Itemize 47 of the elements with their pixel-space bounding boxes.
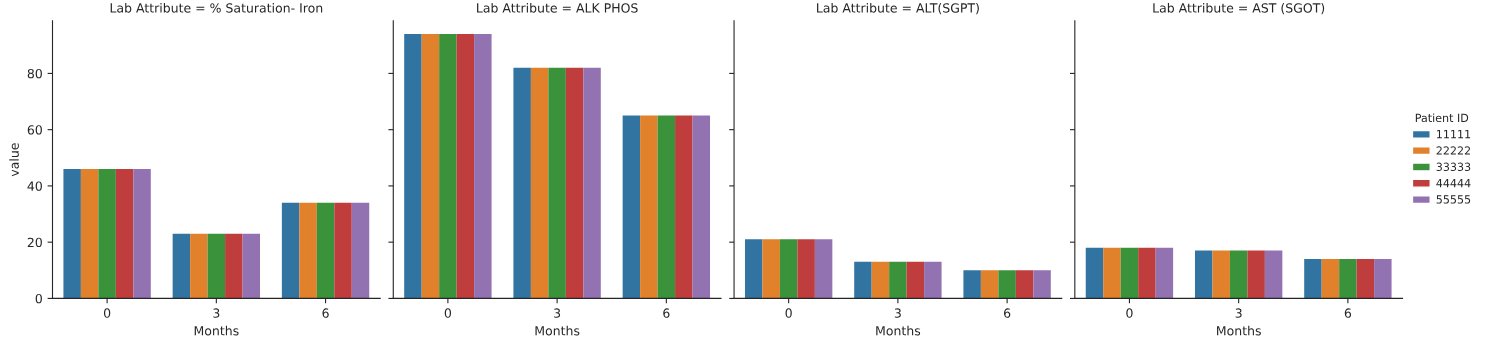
x-tick-label: 6 — [663, 308, 670, 318]
chart-title: Lab Attribute = ALT(SGPT) — [817, 2, 979, 15]
bar — [115, 169, 134, 299]
y-tick-label: 40 — [27, 181, 42, 191]
x-tick-label: 0 — [444, 308, 452, 318]
y-axis-title: value — [9, 143, 19, 177]
x-tick-label: 3 — [213, 308, 220, 318]
legend-label: 33333 — [1436, 162, 1471, 171]
bar — [207, 233, 226, 299]
x-tick-label: 6 — [1344, 308, 1352, 318]
bar — [242, 233, 261, 299]
legend-label: 11111 — [1437, 130, 1471, 139]
chart-title: Lab Attribute = ALK PHOS — [477, 2, 638, 13]
x-tick-label: 3 — [1235, 308, 1242, 318]
bar — [63, 169, 81, 299]
legend-title: Patient ID — [1415, 113, 1469, 123]
bar — [133, 169, 151, 299]
legend-label: 44444 — [1436, 179, 1471, 188]
y-tick-label: 80 — [27, 68, 42, 79]
x-tick-label: 3 — [554, 308, 561, 318]
x-axis-title: Months — [194, 325, 239, 336]
chart-title: Lab Attribute = % Saturation- Iron — [110, 2, 323, 13]
x-tick-label: 3 — [894, 308, 901, 318]
x-axis-title: Months — [535, 325, 580, 336]
bar — [190, 233, 208, 299]
bar — [316, 202, 335, 299]
bar — [299, 202, 317, 299]
bar — [225, 233, 243, 299]
bar — [351, 202, 370, 299]
y-tick-label: 60 — [27, 125, 42, 135]
x-axis-title: Months — [876, 325, 921, 336]
y-tick-label: 20 — [27, 237, 42, 248]
y-tick-label: 0 — [35, 293, 42, 304]
bar — [172, 233, 191, 299]
bar — [334, 202, 352, 299]
bar — [281, 202, 300, 299]
legend-label: 55555 — [1436, 195, 1471, 204]
x-tick-label: 0 — [785, 308, 792, 318]
x-axis-title: Months — [1217, 325, 1261, 336]
x-tick-label: 0 — [1126, 308, 1133, 318]
x-tick-label: 6 — [1004, 308, 1011, 318]
chart-title: Lab Attribute = AST (SGOT) — [1153, 2, 1325, 15]
legend-label: 22222 — [1436, 146, 1471, 155]
bar — [80, 169, 99, 299]
x-tick-label: 0 — [103, 308, 111, 318]
x-tick-label: 6 — [322, 308, 329, 318]
bar — [98, 169, 116, 299]
